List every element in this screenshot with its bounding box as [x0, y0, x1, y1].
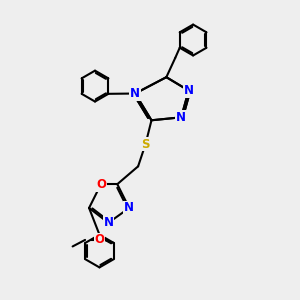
- Text: O: O: [96, 178, 106, 191]
- Text: N: N: [176, 111, 186, 124]
- Text: O: O: [94, 233, 104, 246]
- Text: N: N: [103, 216, 113, 229]
- Text: N: N: [124, 202, 134, 214]
- Text: S: S: [141, 138, 150, 151]
- Text: N: N: [130, 87, 140, 100]
- Text: N: N: [184, 84, 194, 97]
